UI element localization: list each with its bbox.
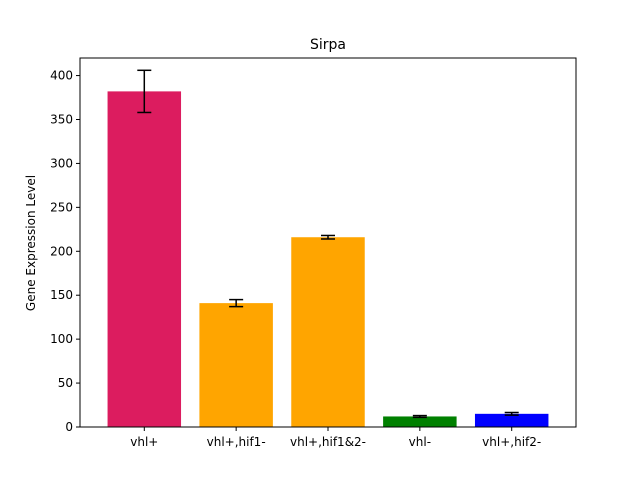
x-tick-label: vhl+,hif1&2- <box>290 435 366 449</box>
y-tick-label: 400 <box>50 69 73 83</box>
y-tick-label: 200 <box>50 244 73 258</box>
y-tick-label: 350 <box>50 113 73 127</box>
y-tick-label: 0 <box>65 420 73 434</box>
y-tick-label: 250 <box>50 200 73 214</box>
x-tick-label: vhl- <box>409 435 431 449</box>
plot-area: 0 50 100 150 200 250 300 350 400 vhl+ vhl+,hif1- vh… <box>50 57 577 449</box>
y-tick-label: 50 <box>58 376 73 390</box>
y-tick-label: 100 <box>50 332 73 346</box>
x-tick-label: vhl+ <box>130 435 158 449</box>
y-tick-label: 150 <box>50 288 73 302</box>
bar <box>199 303 273 427</box>
y-axis-label: Gene Expression Level <box>24 175 38 311</box>
y-tick-label: 300 <box>50 156 73 170</box>
bar <box>474 413 549 427</box>
x-tick-label: vhl+,hif1- <box>207 435 266 449</box>
bar <box>383 416 457 427</box>
x-tick-label: vhl+,hif2- <box>482 435 541 449</box>
chart-title: Sirpa <box>310 37 346 53</box>
bar <box>107 91 182 427</box>
bar <box>291 237 365 427</box>
